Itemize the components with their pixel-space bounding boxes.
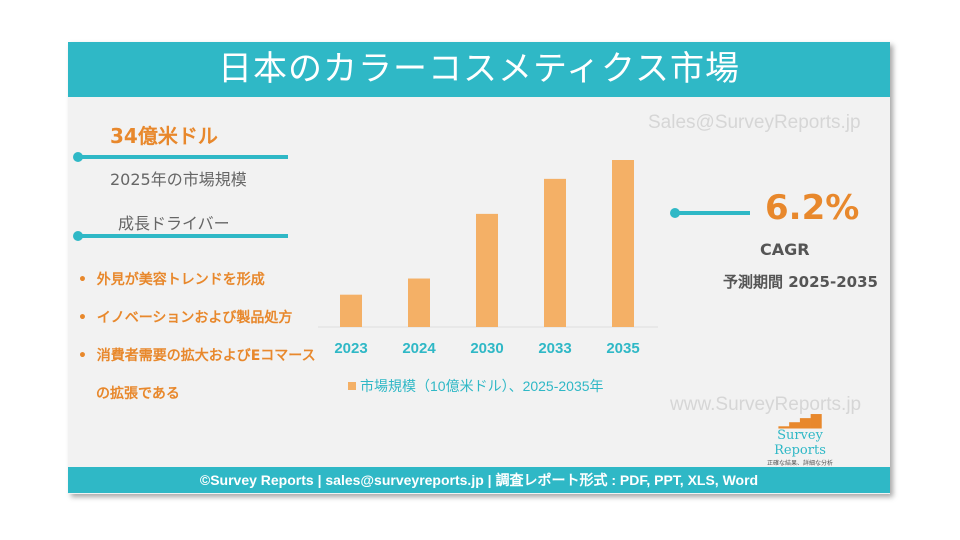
bar-2035 <box>612 160 634 327</box>
divider-line <box>78 155 288 159</box>
bar-2024 <box>408 278 430 327</box>
drivers-heading: 成長ドライバー <box>118 214 230 233</box>
cagr-value: 6.2% <box>765 188 860 228</box>
bar-2023 <box>340 294 362 327</box>
bar-2033 <box>544 178 566 327</box>
driver-item: • 外見が美容トレンドを形成 <box>78 272 265 288</box>
x-tick-label: 2030 <box>470 340 503 357</box>
driver-item: • イノベーションおよび製品処方 <box>78 310 293 326</box>
market-size-value: 34億米ドル <box>110 124 218 148</box>
bar-chart: 2023 2024 2030 2033 2035 市場規模（10億米ドル）、2025-2… <box>318 160 658 394</box>
market-size-label: 2025年の市場規模 <box>110 170 247 189</box>
driver-item: • 消費者需要の拡大およびEコマース <box>78 348 316 364</box>
logo: ▁▃▅▇ Survey Reports 正確な結果、詳細な分析 <box>750 414 850 467</box>
footer: ©Survey Reports | sales@surveyreports.jp… <box>68 467 890 493</box>
legend-swatch <box>348 382 356 390</box>
driver-item: の拡張である <box>96 386 180 402</box>
x-tick-label: 2023 <box>334 340 367 357</box>
legend-label: 市場規模（10億米ドル）、2025-2035年 <box>360 378 604 394</box>
x-tick-label: 2024 <box>402 340 436 357</box>
logo-name: Survey Reports <box>774 428 826 458</box>
logo-tagline: 正確な結果、詳細な分析 <box>766 460 833 467</box>
watermark-url: www.SurveyReports.jp <box>670 394 862 415</box>
page-title: 日本のカラーコスメティクス市場 <box>68 42 890 97</box>
x-tick-label: 2033 <box>538 340 571 357</box>
divider-line <box>675 211 750 215</box>
x-tick-label: 2035 <box>606 340 639 357</box>
cagr-label: CAGR <box>760 240 810 259</box>
watermark-email: Sales@SurveyReports.jp <box>648 112 861 133</box>
logo-bars-icon: ▁▃▅▇ <box>778 413 822 429</box>
bar-2030 <box>476 213 498 327</box>
infographic-card: 日本のカラーコスメティクス市場 34億米ドル 2025年の市場規模 成長ドライバ… <box>68 42 890 494</box>
forecast-period: 予測期間 2025-2035 <box>723 273 878 291</box>
divider-line <box>78 234 288 238</box>
